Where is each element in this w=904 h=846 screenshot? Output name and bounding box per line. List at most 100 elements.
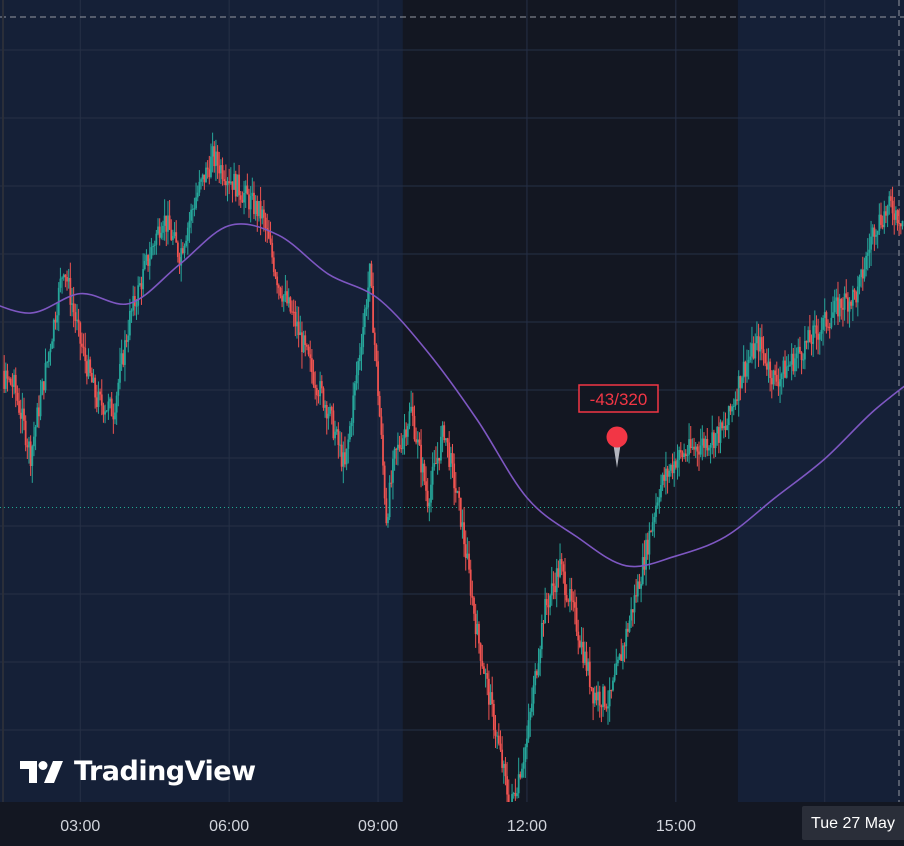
candle [358, 343, 361, 371]
candle-body [176, 242, 179, 258]
candle-body [800, 352, 803, 360]
candle [84, 332, 87, 374]
candle [799, 336, 801, 354]
candle-body [388, 482, 391, 518]
candle-body [403, 429, 406, 439]
candle-body [150, 247, 153, 259]
candle [102, 402, 105, 423]
candle [76, 304, 78, 331]
candle-body [181, 248, 184, 254]
candle-body [411, 406, 414, 416]
candle [754, 333, 757, 369]
candle-body [223, 179, 226, 182]
candle-body [554, 585, 556, 593]
candle [28, 436, 30, 464]
candle [107, 393, 110, 420]
candle [559, 543, 561, 579]
candle [261, 206, 264, 225]
tradingview-logo[interactable]: TradingView [20, 756, 256, 787]
candle-body [320, 381, 323, 389]
candle [186, 222, 189, 255]
candle-body [557, 568, 560, 577]
candle-body [641, 557, 644, 585]
candle-body [248, 194, 250, 210]
candle-body [808, 330, 811, 343]
candle [29, 435, 32, 476]
candle-body [372, 285, 374, 333]
candle-body [198, 181, 201, 193]
candle [572, 591, 575, 612]
candle-body [577, 631, 580, 641]
candle [38, 395, 40, 429]
candle [683, 443, 686, 460]
candle [708, 445, 710, 456]
candle-body [521, 768, 523, 778]
candle-body [294, 311, 297, 327]
candle [830, 301, 833, 330]
candle [898, 208, 901, 236]
candle [334, 420, 336, 446]
candle [66, 270, 68, 291]
candle-body [221, 165, 224, 180]
candle [329, 403, 331, 417]
candle [137, 276, 140, 315]
candle [838, 293, 841, 323]
candle-body [120, 353, 123, 364]
candle [891, 186, 894, 226]
candle-body [575, 607, 578, 632]
candle [3, 355, 6, 393]
candle [461, 509, 464, 539]
candle [532, 675, 535, 716]
candle-body [382, 434, 384, 466]
candle-body [408, 411, 411, 427]
candle [698, 441, 700, 471]
candle-body [444, 438, 447, 441]
candle-body [722, 426, 725, 429]
candle-body [401, 438, 404, 450]
candle [165, 215, 168, 247]
candle [355, 361, 358, 391]
candle-body [46, 361, 49, 363]
candle [607, 690, 609, 725]
candle [52, 318, 55, 349]
candle [638, 573, 641, 590]
candle [105, 410, 108, 413]
candle-body [38, 407, 40, 417]
candle-body [789, 364, 791, 366]
candle [208, 155, 211, 185]
candle-body [492, 703, 495, 730]
candle-body [112, 416, 115, 420]
candle [775, 361, 778, 386]
candle [501, 736, 504, 773]
candle [127, 319, 130, 353]
candle [233, 162, 236, 190]
candle-body [153, 244, 156, 246]
candle-body [451, 453, 454, 464]
candle [643, 540, 646, 576]
candle-body [655, 505, 657, 517]
candle-body [195, 197, 197, 209]
marker-label-box [578, 384, 659, 413]
candle [26, 438, 29, 460]
candle-body [13, 374, 15, 387]
candle [856, 275, 859, 317]
candle [484, 668, 487, 688]
candle-body [846, 297, 849, 312]
candle-body [699, 445, 702, 455]
candle-body [673, 461, 676, 474]
candle [646, 532, 649, 560]
candle [81, 332, 83, 354]
candle [287, 288, 290, 308]
trade-marker[interactable]: -43/320 [578, 384, 659, 468]
candle [344, 436, 346, 468]
candle [418, 432, 421, 446]
candle [529, 708, 532, 737]
candle [312, 359, 315, 388]
candle [385, 487, 388, 526]
candle [516, 787, 518, 799]
candle-body [59, 278, 62, 288]
candle-body [770, 378, 773, 385]
candle [610, 689, 613, 699]
